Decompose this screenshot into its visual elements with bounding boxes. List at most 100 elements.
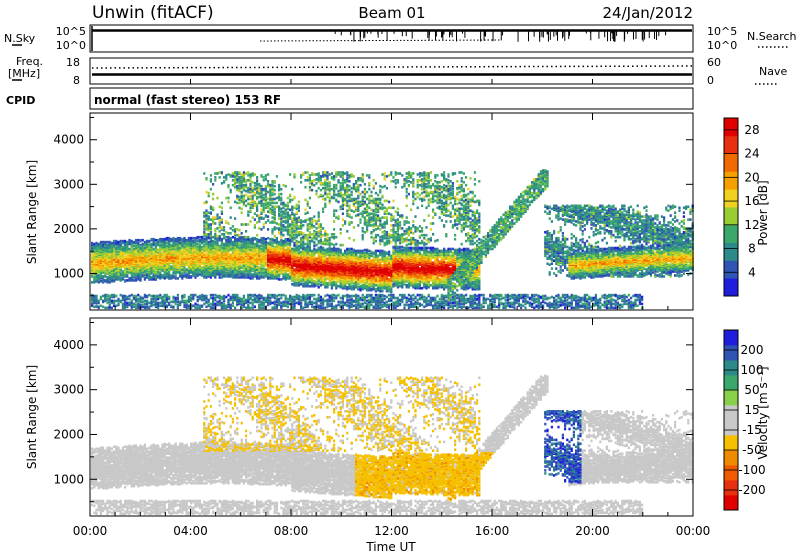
power-cell [230,237,232,240]
power-cell [263,217,265,220]
power-cell [236,228,238,231]
power-cell [263,297,265,300]
power-cell [258,255,260,258]
power-cell [320,284,322,287]
power-cell [320,175,322,178]
power-cell [142,243,144,246]
power-cell [238,276,240,279]
power-cell [166,242,168,245]
power-cell [289,266,291,269]
power-cell [302,224,304,227]
power-cell [241,232,243,235]
power-cell [307,179,309,182]
power-cell [254,218,256,221]
power-cell [322,171,324,174]
power-cell [293,296,295,299]
power-cell [256,238,258,241]
power-cell [256,196,258,199]
power-cell [267,173,269,176]
power-cell [267,198,269,201]
power-cell [311,189,313,192]
power-cell [307,223,309,226]
power-cell [124,295,126,298]
power-cell [232,302,234,305]
power-cell [221,207,223,210]
power-cell [214,297,216,300]
power-cell [192,237,194,240]
power-cell [131,294,133,297]
power-cell [307,228,309,231]
power-cell [245,299,247,302]
power-cell [221,221,223,224]
power-cell [291,211,293,214]
power-cell [216,217,218,220]
power-cell [296,204,298,207]
power-cell [205,177,207,180]
power-cell [243,195,245,198]
power-cell [177,277,179,280]
power-cell [175,297,177,300]
power-cell [271,198,273,201]
power-cell [274,226,276,229]
power-cell [219,295,221,298]
power-cell [249,220,251,223]
power-cell [205,301,207,304]
power-cell [210,297,212,300]
power-cell [309,186,311,189]
power-cell [320,305,322,308]
power-cell [236,202,238,205]
power-cell [282,301,284,304]
power-cell [111,307,113,310]
power-cell [287,238,289,241]
power-cell [197,307,199,310]
nsearch-tick-bottom: 10^0 [707,39,737,52]
power-cell [221,233,223,236]
power-cell [236,238,238,241]
power-cell [186,300,188,303]
power-cell [234,179,236,182]
power-cell [298,301,300,304]
power-cell [285,249,287,252]
power-cell [300,237,302,240]
power-cell [137,298,139,301]
power-cell [238,297,240,300]
power-cell [318,286,320,289]
power-cell [280,302,282,305]
power-cell [172,275,174,278]
power-cell [144,306,146,309]
power-cell [161,251,163,254]
power-cell [247,223,249,226]
power-cell [133,306,135,309]
power-cell [307,302,309,305]
power-cell [260,185,262,188]
power-cell [188,296,190,299]
power-cell [150,295,152,298]
power-cell [311,220,313,223]
power-cell [219,216,221,219]
power-cell [260,211,262,214]
power-cell [115,240,117,243]
power-cell [249,302,251,305]
power-cell [278,196,280,199]
power-cell [214,216,216,219]
power-cell [271,220,273,223]
power-cell [311,250,313,253]
power-cell [265,268,267,271]
power-cell [280,213,282,216]
power-cell [150,238,152,241]
power-cell [142,239,144,242]
power-cell [313,298,315,301]
power-cell [179,247,181,250]
power-cell [150,276,152,279]
power-cell [98,243,100,246]
power-cell [247,203,249,206]
power-cell [311,237,313,240]
power-cell [320,239,322,242]
nave-label: Nave [759,65,787,78]
power-cell [322,182,324,185]
power-cell [320,223,322,226]
power-cell [238,196,240,199]
power-cell [243,236,245,239]
power-cell [313,184,315,187]
power-cell [276,206,278,209]
